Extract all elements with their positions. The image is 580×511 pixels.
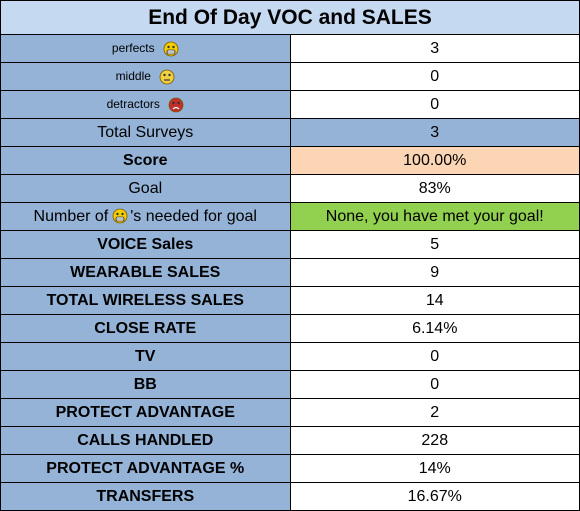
row-label: Goal xyxy=(0,174,291,203)
row-label: PROTECT ADVANTAGE xyxy=(0,398,291,427)
row-value: 0 xyxy=(289,62,580,91)
row-label: TV xyxy=(0,342,291,371)
row-value: 228 xyxy=(289,426,580,455)
row-value: 3 xyxy=(289,34,580,63)
row-value: 6.14% xyxy=(289,314,580,343)
row-label: TRANSFERS xyxy=(0,482,291,511)
row-label: Number of 's needed for goal xyxy=(0,202,291,231)
row-label: CLOSE RATE xyxy=(0,314,291,343)
table-row: TRANSFERS 16.67% xyxy=(0,482,580,511)
row-label: middle xyxy=(0,62,291,91)
table-row: CALLS HANDLED 228 xyxy=(0,426,580,455)
table-row: middle 0 xyxy=(0,62,580,91)
table-row: perfects 3 xyxy=(0,34,580,63)
row-label: PROTECT ADVANTAGE % xyxy=(0,454,291,483)
row-value: 0 xyxy=(289,342,580,371)
table-title: End Of Day VOC and SALES xyxy=(0,0,580,35)
row-value: 0 xyxy=(289,370,580,399)
title-row: End Of Day VOC and SALES xyxy=(0,0,580,35)
label-text: Number of xyxy=(33,207,109,225)
label-text: middle xyxy=(115,68,151,83)
row-label: Total Surveys xyxy=(0,118,291,147)
label-text: 's needed for goal xyxy=(130,207,257,225)
table-row: VOICE Sales 5 xyxy=(0,230,580,259)
row-value: 14% xyxy=(289,454,580,483)
row-value: 16.67% xyxy=(289,482,580,511)
emoji-icon xyxy=(168,97,184,112)
table-row: PROTECT ADVANTAGE 2 xyxy=(0,398,580,427)
table-row: Number of 's needed for goal None, you hav… xyxy=(0,202,580,231)
table-row: detractors 0 xyxy=(0,90,580,119)
row-label: perfects xyxy=(0,34,291,63)
row-label: WEARABLE SALES xyxy=(0,258,291,287)
row-label: TOTAL WIRELESS SALES xyxy=(0,286,291,315)
table-row: BB 0 xyxy=(0,370,580,399)
row-value: 9 xyxy=(289,258,580,287)
row-value: None, you have met your goal! xyxy=(289,202,580,231)
label-text: detractors xyxy=(106,96,160,111)
row-label: BB xyxy=(0,370,291,399)
row-label: VOICE Sales xyxy=(0,230,291,259)
row-value: 14 xyxy=(289,286,580,315)
row-value: 2 xyxy=(289,398,580,427)
table-row: Total Surveys 3 xyxy=(0,118,580,147)
row-label: CALLS HANDLED xyxy=(0,426,291,455)
table-row: TV 0 xyxy=(0,342,580,371)
row-value: 3 xyxy=(289,118,580,147)
emoji-icon xyxy=(159,69,175,84)
emoji-icon xyxy=(163,41,178,56)
row-label: Score xyxy=(0,146,291,175)
row-value: 100.00% xyxy=(289,146,580,175)
row-value: 83% xyxy=(289,174,580,203)
table-row: WEARABLE SALES 9 xyxy=(0,258,580,287)
table-row: Goal 83% xyxy=(0,174,580,203)
table-row: Score 100.00% xyxy=(0,146,580,175)
row-value: 0 xyxy=(289,90,580,119)
emoji-icon xyxy=(112,208,128,224)
row-label: detractors xyxy=(0,90,291,119)
label-text: perfects xyxy=(111,40,155,55)
table-row: CLOSE RATE 6.14% xyxy=(0,314,580,343)
table-row: TOTAL WIRELESS SALES 14 xyxy=(0,286,580,315)
table-row: PROTECT ADVANTAGE % 14% xyxy=(0,454,580,483)
row-value: 5 xyxy=(289,230,580,259)
